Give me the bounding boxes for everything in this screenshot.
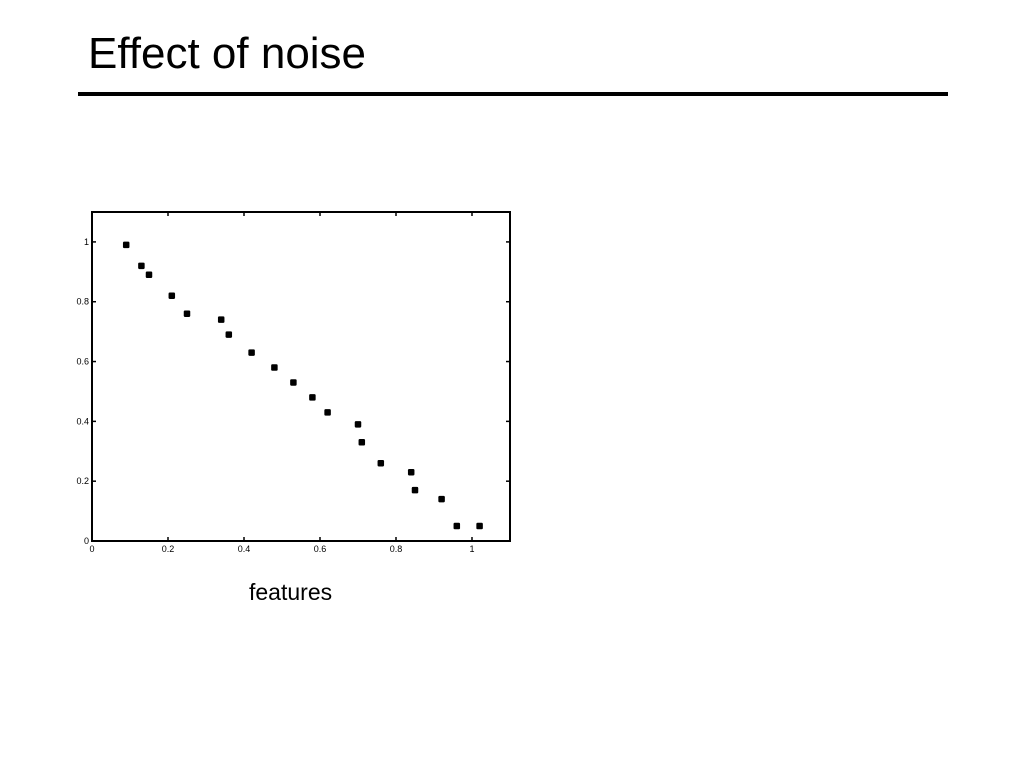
data-point [309, 394, 316, 401]
data-point [225, 331, 233, 338]
data-points [122, 241, 483, 530]
x-tick-label: 0.6 [314, 544, 327, 554]
data-point [248, 349, 255, 356]
x-tick-label: 0 [89, 544, 94, 554]
data-point [290, 379, 297, 386]
y-tick-label: 0 [84, 536, 89, 546]
data-point [453, 522, 461, 530]
axes: 0 0.2 0.4 0.6 0.8 1 0 0.2 0.4 0.6 0.8 1 [76, 211, 511, 554]
data-point [354, 421, 362, 428]
data-point [438, 495, 445, 503]
plot-caption: features [249, 579, 333, 605]
data-point [138, 262, 145, 270]
data-point [324, 409, 331, 416]
scatter-plot: 0 0.2 0.4 0.6 0.8 1 0 0.2 0.4 0.6 0.8 1 [76, 200, 526, 560]
x-tick-label: 1 [469, 544, 474, 554]
data-point [122, 241, 130, 249]
x-tick-label: 0.8 [390, 544, 403, 554]
data-point [407, 468, 415, 476]
data-point [377, 459, 385, 467]
data-point [358, 439, 366, 446]
y-tick-label: 0.4 [76, 416, 89, 426]
data-point [217, 316, 225, 323]
x-tick-label: 0.2 [162, 544, 175, 554]
plot-canvas: 0 0.2 0.4 0.6 0.8 1 0 0.2 0.4 0.6 0.8 1 [76, 211, 511, 554]
y-tick-label: 0.8 [76, 297, 89, 307]
data-point [183, 310, 191, 317]
y-tick-label: 0.6 [76, 357, 89, 367]
y-tick-label: 0.2 [76, 476, 89, 486]
data-point [168, 292, 176, 299]
data-point [411, 486, 419, 494]
title-divider [78, 92, 948, 96]
slide-title: Effect of noise [88, 29, 367, 78]
data-point [145, 271, 153, 279]
plot-frame [91, 211, 511, 542]
data-point [476, 522, 483, 530]
x-tick-label: 0.4 [238, 544, 251, 554]
data-point [271, 364, 278, 371]
y-tick-label: 1 [84, 237, 89, 247]
